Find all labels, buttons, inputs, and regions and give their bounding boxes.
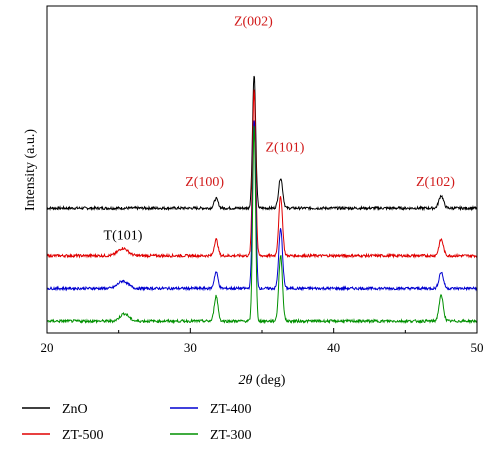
peak-annotation: Z(100) — [185, 175, 224, 190]
x-tick-label: 50 — [471, 340, 484, 355]
legend: ZnO ZT-500 ZT-400 ZT-300 — [22, 402, 251, 443]
x-axis-label-symbol: 2θ — [239, 373, 253, 388]
x-tick-label: 40 — [327, 340, 340, 355]
plot-frame — [46, 5, 478, 334]
peak-annotations: Z(002) Z(101) Z(100) Z(102) T(101) — [104, 14, 456, 243]
x-tick-label: 30 — [184, 340, 197, 355]
legend-label: ZnO — [62, 402, 88, 417]
series-line-zt-500 — [46, 89, 478, 260]
series-layer — [46, 75, 478, 325]
legend-label: ZT-300 — [210, 428, 251, 443]
series-line-zt-300 — [46, 125, 478, 325]
x-axis-ticks: 20 30 40 50 — [41, 328, 484, 355]
x-axis-label: 2θ (deg) — [239, 373, 286, 388]
y-axis-label: Intensity (a.u.) — [23, 129, 38, 211]
series-line-zno — [46, 75, 478, 212]
peak-annotation: T(101) — [104, 228, 143, 243]
x-tick-label: 20 — [41, 340, 54, 355]
peak-annotation: Z(102) — [416, 175, 455, 190]
series-line-zt-400 — [46, 120, 478, 292]
peak-annotation: Z(002) — [234, 14, 273, 29]
legend-label: ZT-400 — [210, 402, 251, 417]
x-axis-label-unit: (deg) — [252, 373, 285, 388]
legend-label: ZT-500 — [62, 428, 103, 443]
peak-annotation: Z(101) — [265, 141, 304, 156]
